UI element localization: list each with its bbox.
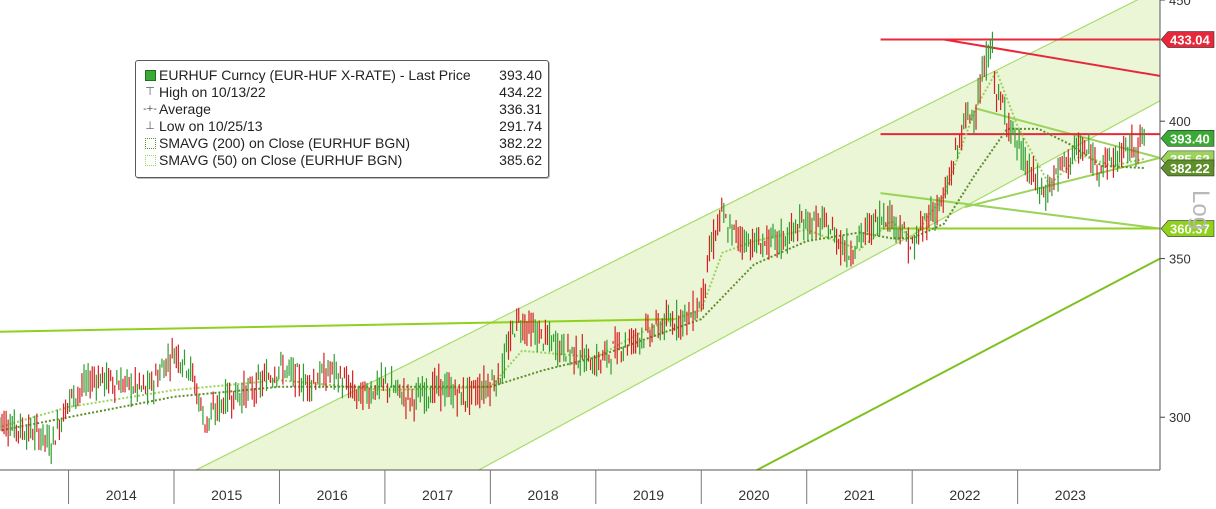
channel-upper-line (194, 0, 1139, 470)
low-marker-icon: ⊥ (145, 120, 155, 132)
price-tag-label: 433.04 (1170, 33, 1211, 48)
average-marker-icon: -+- (143, 103, 157, 115)
legend-label: Low on 10/25/13 (159, 118, 263, 134)
plot-group (0, 0, 1160, 470)
legend-item-average: -+- Average 336.31 (142, 101, 542, 118)
trendline-1 (943, 38, 1160, 77)
y-tick-label: 350 (1169, 252, 1191, 267)
price-tag-label: 393.40 (1170, 131, 1210, 146)
trendline-4 (964, 156, 1160, 208)
log-scale-watermark: Log (1187, 190, 1214, 231)
legend-label: High on 10/13/22 (159, 84, 266, 100)
price-tag-box (1160, 31, 1215, 48)
legend-square-icon (142, 67, 158, 84)
legend-value: 385.62 (499, 152, 542, 168)
price-tag-label: 382.22 (1170, 161, 1210, 176)
x-tick-label: 2023 (1055, 487, 1086, 503)
legend-label: Average (159, 101, 211, 117)
dotted-line-icon (142, 152, 158, 169)
legend-item-smavg-200: SMAVG (200) on Close (EURHUF BGN) 382.22 (142, 135, 542, 152)
x-tick-label: 2021 (844, 487, 875, 503)
y-tick-label: 450 (1169, 0, 1191, 8)
x-tick-label: 2016 (317, 487, 348, 503)
trendline-3 (880, 192, 1160, 230)
legend-label: EURHUF Curncy (EUR-HUF X-RATE) - Last Pr… (159, 67, 471, 83)
price-tag-box (1160, 130, 1215, 147)
price-tag-0: 433.04 (1160, 31, 1215, 48)
price-tag-label: 360.37 (1170, 222, 1210, 237)
price-tag-box (1160, 220, 1215, 237)
price-candles (0, 31, 1145, 465)
y-tick-label: 400 (1169, 114, 1191, 129)
y-tick-label: 300 (1169, 410, 1191, 425)
trend-channel-fill (195, 0, 1160, 470)
price-tag-1: 393.40 (1160, 130, 1215, 147)
x-tick-label: 2015 (211, 487, 242, 503)
channel-lower-line (477, 100, 1160, 470)
x-tick-label: 2018 (528, 487, 559, 503)
legend-value: 382.22 (499, 135, 542, 151)
smavg-50-line (0, 68, 1145, 429)
price-tag-3: 382.22 (1160, 159, 1215, 177)
x-tick-label: 2019 (633, 487, 664, 503)
legend-value: 336.31 (499, 101, 542, 117)
trendline-5 (754, 257, 1160, 470)
trendline-0 (0, 318, 675, 333)
legend-value: 434.22 (499, 84, 542, 100)
x-tick-label: 2022 (949, 487, 980, 503)
x-tick-label: 2014 (106, 487, 137, 503)
legend-item-high: ⊤ High on 10/13/22 434.22 (142, 84, 542, 101)
x-tick-label: 2017 (422, 487, 453, 503)
price-tag-4: 360.37 (1160, 220, 1215, 237)
price-tag-box (1160, 159, 1215, 177)
legend-value: 291.74 (499, 118, 542, 134)
x-tick-label: 2020 (738, 487, 769, 503)
dotted-line-icon (142, 135, 158, 152)
high-marker-icon: ⊤ (145, 86, 155, 98)
legend-item-low: ⊥ Low on 10/25/13 291.74 (142, 118, 542, 135)
legend-item-smavg-50: SMAVG (50) on Close (EURHUF BGN) 385.62 (142, 152, 542, 169)
legend-label: SMAVG (200) on Close (EURHUF BGN) (159, 135, 411, 151)
legend-value: 393.40 (499, 67, 542, 83)
legend-item-last-price: EURHUF Curncy (EUR-HUF X-RATE) - Last Pr… (142, 67, 542, 84)
chart-legend: EURHUF Curncy (EUR-HUF X-RATE) - Last Pr… (135, 60, 549, 178)
legend-label: SMAVG (50) on Close (EURHUF BGN) (159, 152, 403, 168)
